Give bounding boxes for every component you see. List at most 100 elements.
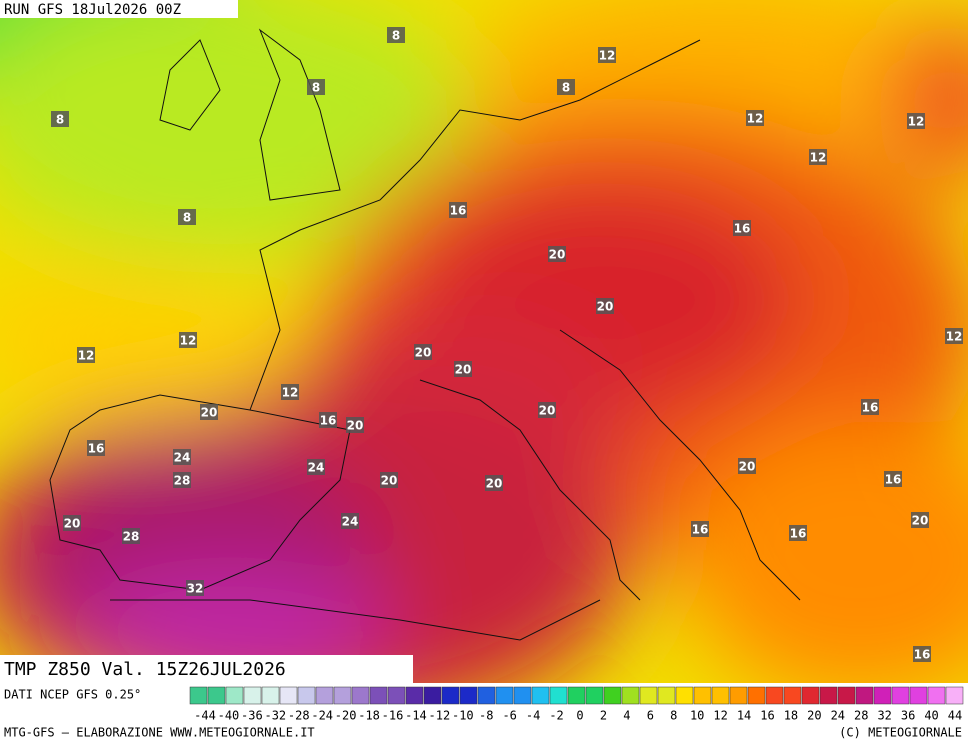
- field-info: TMP Z850 Val. 15Z26JUL2026: [4, 659, 286, 680]
- contour-label: 12: [282, 386, 299, 400]
- label-box: [122, 528, 140, 544]
- source: DATI NCEP GFS 0.25°: [4, 688, 141, 702]
- contour-label: 20: [415, 346, 432, 360]
- label-box: [77, 347, 95, 363]
- colorbar-swatch: [423, 686, 442, 705]
- colorbar-label: -16: [382, 709, 404, 723]
- label-box: [809, 149, 827, 165]
- colorbar-label: -6: [502, 709, 516, 723]
- colorbar-swatch: [837, 686, 856, 705]
- colorbar-label: -28: [288, 709, 310, 723]
- contour-label: 20: [201, 406, 218, 420]
- colorbar-swatch: [549, 686, 568, 705]
- colorbar-swatch: [729, 686, 748, 705]
- contour-label: 28: [174, 474, 191, 488]
- label-box: [87, 440, 105, 456]
- contour-label: 8: [312, 81, 320, 95]
- colorbar-swatch: [657, 686, 676, 705]
- contour-label: 8: [56, 113, 64, 127]
- label-box: [746, 110, 764, 126]
- label-box: [51, 111, 69, 127]
- contour-label: 24: [174, 451, 191, 465]
- colorbar-swatch: [513, 686, 532, 705]
- contour-label: 24: [308, 461, 325, 475]
- colorbar-label: -24: [311, 709, 333, 723]
- label-box: [346, 417, 364, 433]
- colorbar: -44 -40 -36 -32 -28 -24 -20 -18 -16 -14 -12 -10 -8 -6…: [189, 686, 964, 723]
- colorbar-label: -2: [549, 709, 563, 723]
- label-box: [179, 332, 197, 348]
- label-box: [307, 459, 325, 475]
- colorbar-swatch: [369, 686, 388, 705]
- contour-label: 16: [450, 204, 467, 218]
- colorbar-swatch: [819, 686, 838, 705]
- colorbar-swatch: [387, 686, 406, 705]
- colorbar-label: -8: [479, 709, 493, 723]
- contour-label: 28: [123, 530, 140, 544]
- colorbar-label: -20: [335, 709, 357, 723]
- contour-label: 12: [908, 115, 925, 129]
- header-box: [0, 0, 238, 18]
- colorbar-swatch: [801, 686, 820, 705]
- colorbar-swatch: [315, 686, 334, 705]
- contour-label: 16: [885, 473, 902, 487]
- contour-label: 16: [692, 523, 709, 537]
- field-box: [0, 655, 413, 683]
- colorbar-swatch: [873, 686, 892, 705]
- label-box: [281, 384, 299, 400]
- colorbar-swatch: [495, 686, 514, 705]
- contour-label: 16: [862, 401, 879, 415]
- colorbar-label: -4: [526, 709, 540, 723]
- label-box: [307, 79, 325, 95]
- colorbar-swatch: [279, 686, 298, 705]
- colorbar-swatch: [531, 686, 550, 705]
- colorbar-label: 44: [948, 709, 962, 723]
- contour-label: 16: [88, 442, 105, 456]
- coastlines: [49, 28, 801, 641]
- colorbar-swatch: [261, 686, 280, 705]
- contour-label: 24: [342, 515, 359, 529]
- contour-label: 20: [539, 404, 556, 418]
- credit: MTG-GFS — ELABORAZIONE WWW.METEOGIORNALE…: [4, 726, 315, 740]
- colorbar-label: -10: [452, 709, 474, 723]
- contour-label: 20: [486, 477, 503, 491]
- run-info: RUN GFS 18Jul2026 00Z: [4, 2, 181, 18]
- label-box: [907, 113, 925, 129]
- colorbar-swatch: [675, 686, 694, 705]
- contour-label: 20: [455, 363, 472, 377]
- contour-label: 20: [64, 517, 81, 531]
- colorbar-label: -40: [218, 709, 240, 723]
- label-box: [538, 402, 556, 418]
- colorbar-label: 24: [831, 709, 845, 723]
- label-box: [913, 646, 931, 662]
- label-box: [911, 512, 929, 528]
- colorbar-label: 12: [713, 709, 727, 723]
- colorbar-label: 16: [760, 709, 774, 723]
- label-box: [186, 580, 204, 596]
- contour-label: 20: [347, 419, 364, 433]
- label-box: [738, 458, 756, 474]
- label-box: [485, 475, 503, 491]
- label-box: [454, 361, 472, 377]
- colorbar-swatch: [405, 686, 424, 705]
- label-box: [733, 220, 751, 236]
- label-box: [173, 472, 191, 488]
- colorbar-label: -44: [194, 709, 216, 723]
- contour-label: 12: [78, 349, 95, 363]
- colorbar-label: 36: [901, 709, 915, 723]
- label-box: [557, 79, 575, 95]
- colorbar-label: -32: [264, 709, 286, 723]
- contour-label: 20: [912, 514, 929, 528]
- copyright: (C) METEOGIORNALE: [839, 726, 962, 740]
- colorbar-label: 32: [877, 709, 891, 723]
- colorbar-swatch: [351, 686, 370, 705]
- colorbar-swatch: [711, 686, 730, 705]
- colorbar-label: -14: [405, 709, 427, 723]
- label-box: [945, 328, 963, 344]
- label-box: [596, 298, 614, 314]
- label-box: [341, 513, 359, 529]
- colorbar-swatch: [693, 686, 712, 705]
- colorbar-swatch: [909, 686, 928, 705]
- label-box: [63, 515, 81, 531]
- contour-label: 8: [392, 29, 400, 43]
